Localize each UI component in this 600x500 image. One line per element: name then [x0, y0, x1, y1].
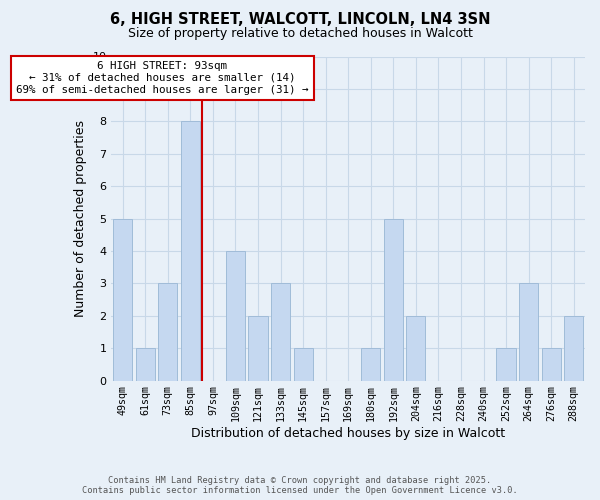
Text: Contains HM Land Registry data © Crown copyright and database right 2025.
Contai: Contains HM Land Registry data © Crown c… [82, 476, 518, 495]
Text: 6 HIGH STREET: 93sqm
← 31% of detached houses are smaller (14)
69% of semi-detac: 6 HIGH STREET: 93sqm ← 31% of detached h… [16, 62, 308, 94]
Bar [564, 316, 583, 380]
Bar [226, 251, 245, 380]
Bar [136, 348, 155, 380]
Bar [519, 284, 538, 380]
Y-axis label: Number of detached properties: Number of detached properties [74, 120, 87, 317]
Bar [181, 122, 200, 380]
Bar [271, 284, 290, 380]
Bar [158, 284, 178, 380]
Text: 6, HIGH STREET, WALCOTT, LINCOLN, LN4 3SN: 6, HIGH STREET, WALCOTT, LINCOLN, LN4 3S… [110, 12, 490, 28]
Text: Size of property relative to detached houses in Walcott: Size of property relative to detached ho… [128, 28, 472, 40]
Bar [361, 348, 380, 380]
Bar [496, 348, 515, 380]
Bar [384, 218, 403, 380]
Bar [293, 348, 313, 380]
Bar [248, 316, 268, 380]
Bar [542, 348, 561, 380]
Bar [113, 218, 132, 380]
Bar [406, 316, 425, 380]
X-axis label: Distribution of detached houses by size in Walcott: Distribution of detached houses by size … [191, 427, 505, 440]
